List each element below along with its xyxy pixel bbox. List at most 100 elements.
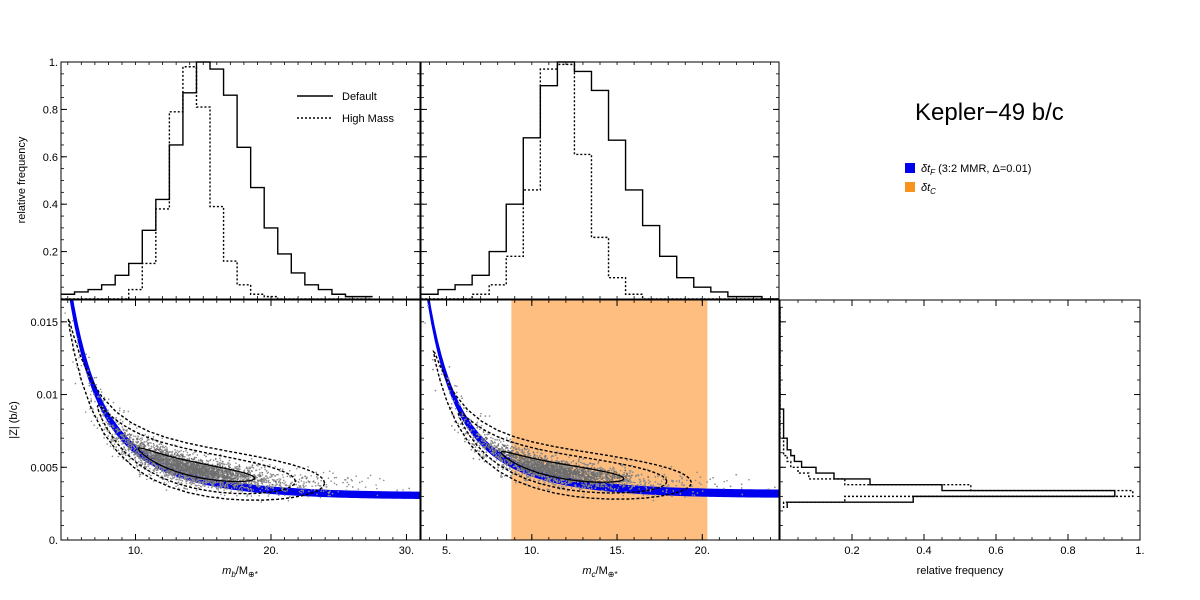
posterior-point-mb: [284, 484, 287, 487]
posterior-point-mb: [315, 475, 318, 478]
posterior-core-point-mb: [206, 466, 208, 468]
posterior-core-point-mb: [201, 473, 204, 476]
posterior-core-point-mb: [128, 438, 131, 441]
posterior-point-mb: [267, 477, 269, 480]
posterior-point-mb: [142, 459, 145, 462]
posterior-point-mb: [127, 461, 130, 463]
posterior-core-point-mb: [204, 475, 207, 478]
posterior-point-mb: [241, 483, 243, 486]
posterior-point-mb: [193, 451, 195, 454]
posterior-point-mb: [240, 477, 243, 479]
posterior-core-point-mb: [182, 462, 185, 465]
posterior-point-mb: [284, 490, 287, 493]
posterior-point-mb: [256, 481, 259, 483]
posterior-point-mb: [141, 438, 144, 441]
posterior-core-point-mb: [135, 452, 137, 454]
posterior-core-point-mb: [229, 477, 232, 479]
hist-mc-series-default: [421, 61, 779, 300]
posterior-core-point-mb: [175, 460, 178, 463]
constraint-region-mc: [511, 300, 708, 540]
posterior-point-mb: [367, 477, 369, 479]
posterior-point-mb: [100, 410, 103, 413]
posterior-core-point-mb: [243, 473, 245, 476]
posterior-point-mb: [295, 467, 298, 470]
posterior-point-mb: [124, 439, 127, 442]
posterior-point-mb: [90, 420, 93, 423]
posterior-core-point-mb: [244, 482, 247, 484]
posterior-point-mb: [159, 471, 162, 474]
posterior-point-mb: [258, 475, 261, 477]
posterior-point-mb: [130, 436, 132, 439]
posterior-point-mb: [123, 437, 126, 439]
posterior-point-mb: [219, 483, 222, 486]
posterior-core-point-mb: [246, 471, 249, 474]
posterior-point-mb: [219, 481, 221, 484]
posterior-core-point-mb: [212, 466, 215, 469]
posterior-point-mb: [223, 489, 225, 491]
posterior-core-point-mb: [162, 455, 165, 458]
posterior-point-mb: [128, 453, 131, 455]
posterior-point-mb: [173, 476, 176, 479]
posterior-core-point-mb: [164, 468, 167, 471]
posterior-core-point-mb: [216, 469, 219, 471]
posterior-core-point-mb: [209, 480, 212, 483]
posterior-point-mb: [156, 471, 158, 474]
panel-scatter-mc: 5. 10. 15. 20.: [420, 299, 780, 557]
hist-mb-series-high-mass: [61, 66, 373, 300]
posterior-core-point-mb: [129, 434, 132, 437]
posterior-point-mb: [109, 415, 112, 418]
posterior-point-mc: [630, 481, 632, 484]
posterior-core-point-mb: [232, 472, 235, 475]
posterior-point-mb: [167, 476, 169, 478]
posterior-point-mb: [256, 483, 259, 486]
posterior-point-mb: [101, 405, 104, 408]
posterior-core-point-mb: [221, 470, 224, 473]
posterior-core-point-mb: [229, 472, 231, 475]
posterior-point-mb: [102, 415, 105, 417]
posterior-point-mb: [215, 487, 218, 489]
posterior-point-mb: [138, 438, 141, 441]
posterior-point-mb: [242, 478, 244, 481]
posterior-point-mc: [484, 455, 487, 457]
posterior-core-point-mb: [247, 474, 250, 477]
posterior-point-mb: [134, 459, 137, 461]
posterior-core-point-mb: [147, 442, 150, 445]
posterior-point-mb: [132, 442, 135, 445]
posterior-point-mb: [117, 455, 120, 458]
posterior-point-mb: [298, 486, 301, 488]
posterior-point-mb: [143, 465, 146, 468]
posterior-point-mb: [286, 475, 289, 478]
posterior-point-mb: [183, 475, 186, 477]
posterior-core-point-mb: [154, 467, 157, 470]
posterior-core-point-mb: [213, 467, 216, 470]
posterior-point-mb: [180, 482, 183, 484]
posterior-point-mb: [141, 449, 144, 452]
posterior-point-mb: [122, 453, 124, 456]
posterior-point-mb: [236, 494, 238, 497]
posterior-point-mb: [283, 494, 286, 497]
posterior-point-mb: [249, 487, 252, 490]
posterior-point-mb: [78, 356, 80, 359]
posterior-point-mb: [125, 429, 127, 432]
posterior-point-mb: [332, 472, 334, 475]
posterior-point-mb: [197, 478, 200, 481]
posterior-point-mb: [158, 443, 161, 446]
hist-mb-ytick-label: 0.8: [43, 104, 58, 116]
posterior-point-mb: [248, 485, 251, 487]
posterior-core-point-mb: [153, 456, 155, 459]
posterior-core-point-mb: [305, 477, 308, 480]
scatter-mb-plot-area: [64, 300, 420, 503]
posterior-core-point-mb: [173, 468, 176, 471]
posterior-core-point-mb: [242, 476, 245, 478]
posterior-point-mb: [307, 495, 310, 498]
posterior-point-mb: [249, 485, 252, 487]
posterior-point-mb: [282, 486, 285, 489]
posterior-core-point-mb: [219, 464, 221, 467]
posterior-core-point-mb: [236, 478, 239, 481]
posterior-point-mb: [347, 477, 349, 480]
posterior-point-mb: [150, 445, 153, 448]
posterior-point-mb: [150, 474, 152, 477]
posterior-point-mb: [234, 466, 236, 468]
posterior-point-mb: [224, 483, 227, 486]
